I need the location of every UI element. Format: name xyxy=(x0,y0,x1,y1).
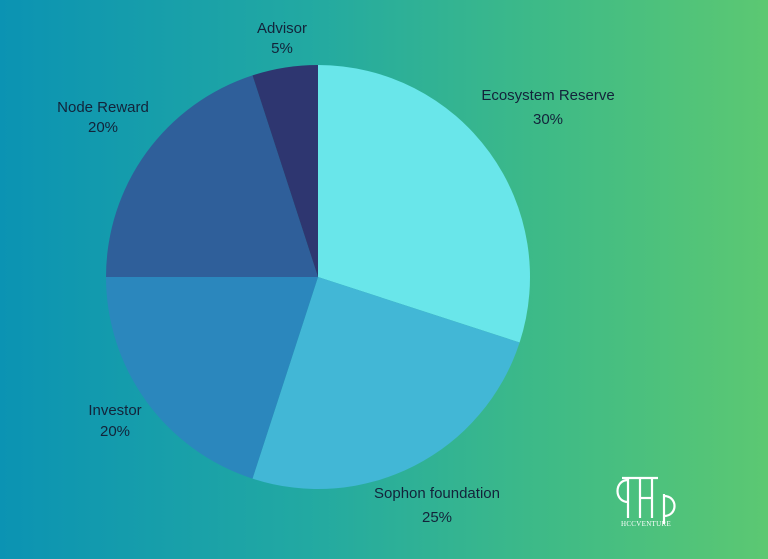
slice-label-investor: Investor xyxy=(88,402,141,419)
slice-label-advisor: Advisor xyxy=(257,20,307,37)
pie-slice-advisor xyxy=(252,65,318,277)
slice-value-ecosystem-reserve: 30% xyxy=(533,111,563,128)
slice-label-node-reward: Node Reward xyxy=(57,99,149,116)
pie-slice-sophon-foundation xyxy=(252,277,520,489)
pie-slice-node-reward xyxy=(106,75,318,277)
pie-labels: Ecosystem Reserve 30% Sophon foundation 25%… xyxy=(57,20,615,526)
brand-name: HCCVENTURE xyxy=(620,520,672,528)
brand-logo-icon xyxy=(616,476,676,524)
slice-value-investor: 20% xyxy=(100,423,130,440)
slice-label-sophon-foundation: Sophon foundation xyxy=(374,485,500,502)
pie-slices xyxy=(106,65,530,489)
pie-slice-ecosystem-reserve xyxy=(318,65,530,343)
slice-value-sophon-foundation: 25% xyxy=(422,509,452,526)
slice-value-advisor: 5% xyxy=(271,40,293,57)
slice-label-ecosystem-reserve: Ecosystem Reserve xyxy=(481,87,614,104)
slice-value-node-reward: 20% xyxy=(88,119,118,136)
pie-slice-investor xyxy=(106,277,318,479)
